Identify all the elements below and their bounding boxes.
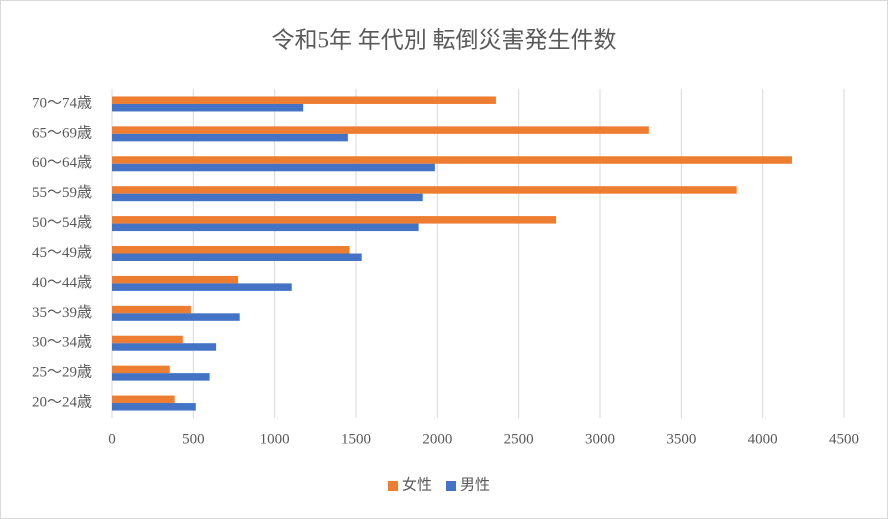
bar [112, 133, 348, 142]
x-tick-label: 0 [108, 431, 116, 447]
x-tick-label: 1500 [341, 431, 371, 447]
x-tick-label: 1000 [260, 431, 290, 447]
x-tick-label: 2000 [422, 431, 452, 447]
bar [112, 275, 239, 284]
y-tick-label: 40～44歳 [32, 274, 92, 291]
bar [112, 126, 649, 134]
bar [112, 343, 217, 351]
x-tick-label: 4500 [829, 431, 859, 447]
y-tick-label: 35～39歳 [32, 304, 92, 321]
bar [112, 96, 496, 104]
x-tick-label: 3500 [666, 431, 696, 447]
y-tick-label: 50～54歳 [32, 214, 92, 231]
bar [112, 216, 557, 224]
legend-swatch [446, 481, 457, 491]
legend-label: 男性 [460, 476, 490, 493]
y-tick-label: 60～64歳 [32, 154, 92, 171]
y-tick-label: 55～59歳 [32, 184, 92, 201]
bar [112, 253, 362, 261]
y-tick-label: 45～49歳 [32, 244, 92, 261]
bar [112, 395, 175, 404]
legend-label: 女性 [402, 475, 432, 493]
bar [112, 186, 737, 194]
y-tick-label: 20～24歳 [32, 393, 92, 410]
x-tick-label: 2500 [504, 431, 534, 447]
y-tick-label: 70～74歳 [32, 94, 92, 111]
y-tick-label: 30～34歳 [32, 334, 92, 351]
bar [112, 156, 792, 164]
y-tick-label: 25～29歳 [32, 364, 92, 381]
bar [112, 313, 240, 321]
bar [112, 223, 419, 232]
legend-swatch [388, 481, 398, 491]
bar [112, 403, 196, 411]
bar [112, 246, 350, 254]
bar [112, 335, 183, 344]
chart-title: 令和5年 年代別 転倒災害発生件数 [272, 27, 617, 52]
bar [112, 365, 170, 374]
bar [112, 163, 435, 172]
bar [112, 103, 304, 112]
bar [112, 305, 191, 314]
y-tick-label: 65～69歳 [32, 124, 92, 141]
x-tick-label: 4000 [748, 431, 778, 447]
bar [112, 193, 423, 202]
bar [112, 373, 210, 381]
x-tick-label: 3000 [585, 431, 615, 447]
x-tick-label: 500 [182, 431, 205, 447]
bar [112, 283, 292, 291]
